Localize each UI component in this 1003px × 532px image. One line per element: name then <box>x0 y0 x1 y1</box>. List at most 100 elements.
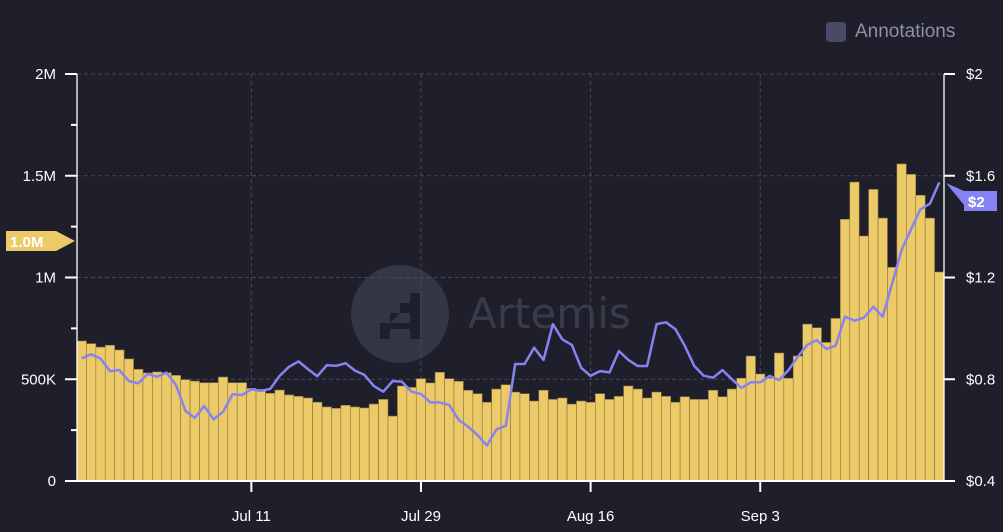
last-price-value-marker: $2 <box>946 183 997 211</box>
left-tick-label: 500K <box>21 371 56 388</box>
volume-bar <box>698 399 709 482</box>
volume-bar <box>284 394 295 482</box>
volume-bar <box>321 406 332 482</box>
volume-bar <box>736 377 747 482</box>
volume-bar <box>764 377 775 482</box>
volume-bar <box>76 340 87 482</box>
volume-bar <box>642 397 653 482</box>
volume-bar <box>133 368 144 482</box>
artemis-logo-mark-icon <box>380 293 420 339</box>
volume-bar <box>368 403 379 482</box>
last-bar-value-marker: 1.0M <box>6 231 75 251</box>
volume-bar <box>378 399 389 482</box>
volume-bar <box>811 327 822 482</box>
volume-bar <box>717 396 728 482</box>
volume-bar <box>651 391 662 482</box>
volume-bar <box>538 389 549 482</box>
volume-bar <box>359 407 370 482</box>
bar-series <box>76 163 945 482</box>
volume-bar <box>274 389 285 482</box>
volume-bar <box>547 399 558 482</box>
right-tick-label: $1.2 <box>966 270 995 287</box>
volume-bar <box>604 399 615 482</box>
volume-bar <box>726 388 737 482</box>
right-tick-label: $0.4 <box>966 473 995 490</box>
volume-bar <box>670 401 681 482</box>
price-line <box>81 181 941 447</box>
volume-bar <box>199 382 210 482</box>
volume-bar <box>679 396 690 482</box>
volume-bar <box>510 391 521 482</box>
x-tick-label: Sep 3 <box>741 508 780 525</box>
left-tick-label: 1.5M <box>23 168 56 185</box>
x-axis-ticks: Jul 11 Jul 29 Aug 16 Sep 3 <box>232 481 780 525</box>
volume-bar <box>161 372 172 482</box>
volume-bar <box>896 163 907 482</box>
volume-bar <box>660 396 672 482</box>
volume-bar <box>434 372 445 482</box>
volume-bar <box>613 396 624 482</box>
x-tick-label: Jul 11 <box>232 508 271 525</box>
volume-bar <box>783 377 794 482</box>
artemis-logo-icon <box>351 265 449 363</box>
volume-bar <box>915 194 926 482</box>
left-tick-label: 0 <box>48 473 56 490</box>
last-price-value: $2 <box>968 194 985 211</box>
left-tick-label: 2M <box>35 66 56 83</box>
last-bar-value: 1.0M <box>10 234 43 251</box>
left-tick-label: 1M <box>35 270 56 287</box>
volume-bar <box>708 389 719 482</box>
volume-bar <box>934 271 945 482</box>
volume-bar <box>868 189 879 482</box>
annotations-toggle[interactable]: Annotations <box>826 21 955 43</box>
volume-bar <box>858 235 869 482</box>
x-tick-label: Aug 16 <box>567 508 615 525</box>
right-axis-ticks: $0.4 $0.8 $1.2 $1.6 $2 <box>944 66 995 490</box>
left-axis-ticks: 0 500K 1M 1.5M 2M <box>21 66 77 490</box>
volume-bar <box>218 376 229 482</box>
volume-bar <box>745 355 756 482</box>
volume-bar <box>95 346 106 482</box>
volume-bar <box>265 392 276 482</box>
x-tick-label: Jul 29 <box>401 508 441 525</box>
volume-bar <box>877 217 888 482</box>
volume-bar <box>849 181 860 482</box>
volume-bar <box>840 218 851 482</box>
volume-bar <box>566 403 577 482</box>
volume-bar <box>924 217 935 482</box>
volume-bar <box>689 399 700 482</box>
volume-bar <box>236 382 247 482</box>
volume-bar <box>821 342 832 482</box>
volume-bar <box>632 388 643 482</box>
annotations-checkbox[interactable] <box>826 22 846 42</box>
annotations-label: Annotations <box>855 21 956 42</box>
volume-bar <box>208 382 219 482</box>
right-tick-label: $0.8 <box>966 371 995 388</box>
right-tick-label: $2 <box>966 66 983 83</box>
volume-bar <box>585 401 596 482</box>
volume-bar <box>180 379 191 482</box>
volume-bar <box>227 382 238 482</box>
volume-bar <box>444 378 455 482</box>
volume-bar <box>425 382 436 482</box>
volume-bar <box>519 393 530 482</box>
volume-bar <box>142 372 153 482</box>
volume-bar <box>349 406 361 482</box>
volume-bar <box>774 352 785 482</box>
volume-bar <box>792 355 803 482</box>
volume-bar <box>387 415 398 482</box>
volume-bar <box>595 393 606 482</box>
volume-bar <box>755 373 766 482</box>
volume-bar <box>340 404 351 482</box>
volume-bar <box>397 385 408 482</box>
volume-bar <box>255 389 266 482</box>
volume-bar <box>293 396 304 482</box>
right-tick-label: $1.6 <box>966 168 995 185</box>
volume-bar <box>302 397 313 482</box>
volume-bar <box>623 385 634 482</box>
volume-bar <box>312 401 323 482</box>
volume-bar <box>463 389 474 482</box>
volume-bar <box>406 387 417 482</box>
volume-bar <box>86 343 97 482</box>
